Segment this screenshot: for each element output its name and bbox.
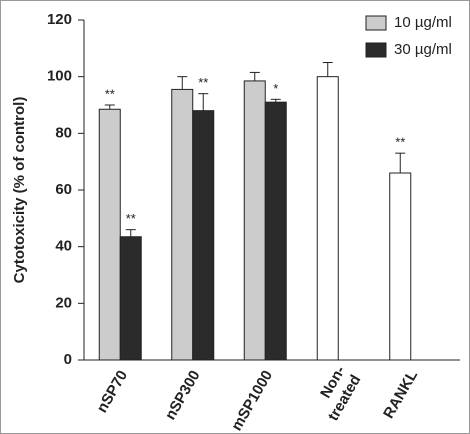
legend-swatch — [365, 42, 387, 58]
significance-marker: ** — [198, 75, 208, 90]
bar — [316, 76, 339, 361]
bar — [192, 110, 215, 361]
significance-marker: ** — [395, 135, 405, 150]
legend-label: 10 µg/ml — [394, 14, 452, 31]
y-tick-label: 20 — [55, 294, 72, 311]
legend-label: 30 µg/ml — [394, 41, 452, 58]
y-tick-label: 100 — [47, 68, 72, 85]
significance-marker: ** — [126, 211, 136, 226]
bar — [243, 80, 266, 361]
bar — [264, 101, 287, 361]
y-tick-label: 80 — [55, 124, 72, 141]
y-tick-label: 60 — [55, 181, 72, 198]
y-tick-label: 40 — [55, 238, 72, 255]
y-axis-label: Cytotoxicity (% of control) — [11, 97, 28, 284]
bar — [119, 236, 142, 361]
bar — [389, 172, 412, 361]
legend-swatch — [365, 15, 387, 31]
bar — [171, 88, 194, 361]
y-tick-label: 0 — [64, 351, 72, 368]
y-tick-label: 120 — [47, 11, 72, 28]
significance-marker: ** — [105, 86, 115, 101]
bar — [98, 108, 121, 361]
significance-marker: * — [273, 81, 278, 96]
